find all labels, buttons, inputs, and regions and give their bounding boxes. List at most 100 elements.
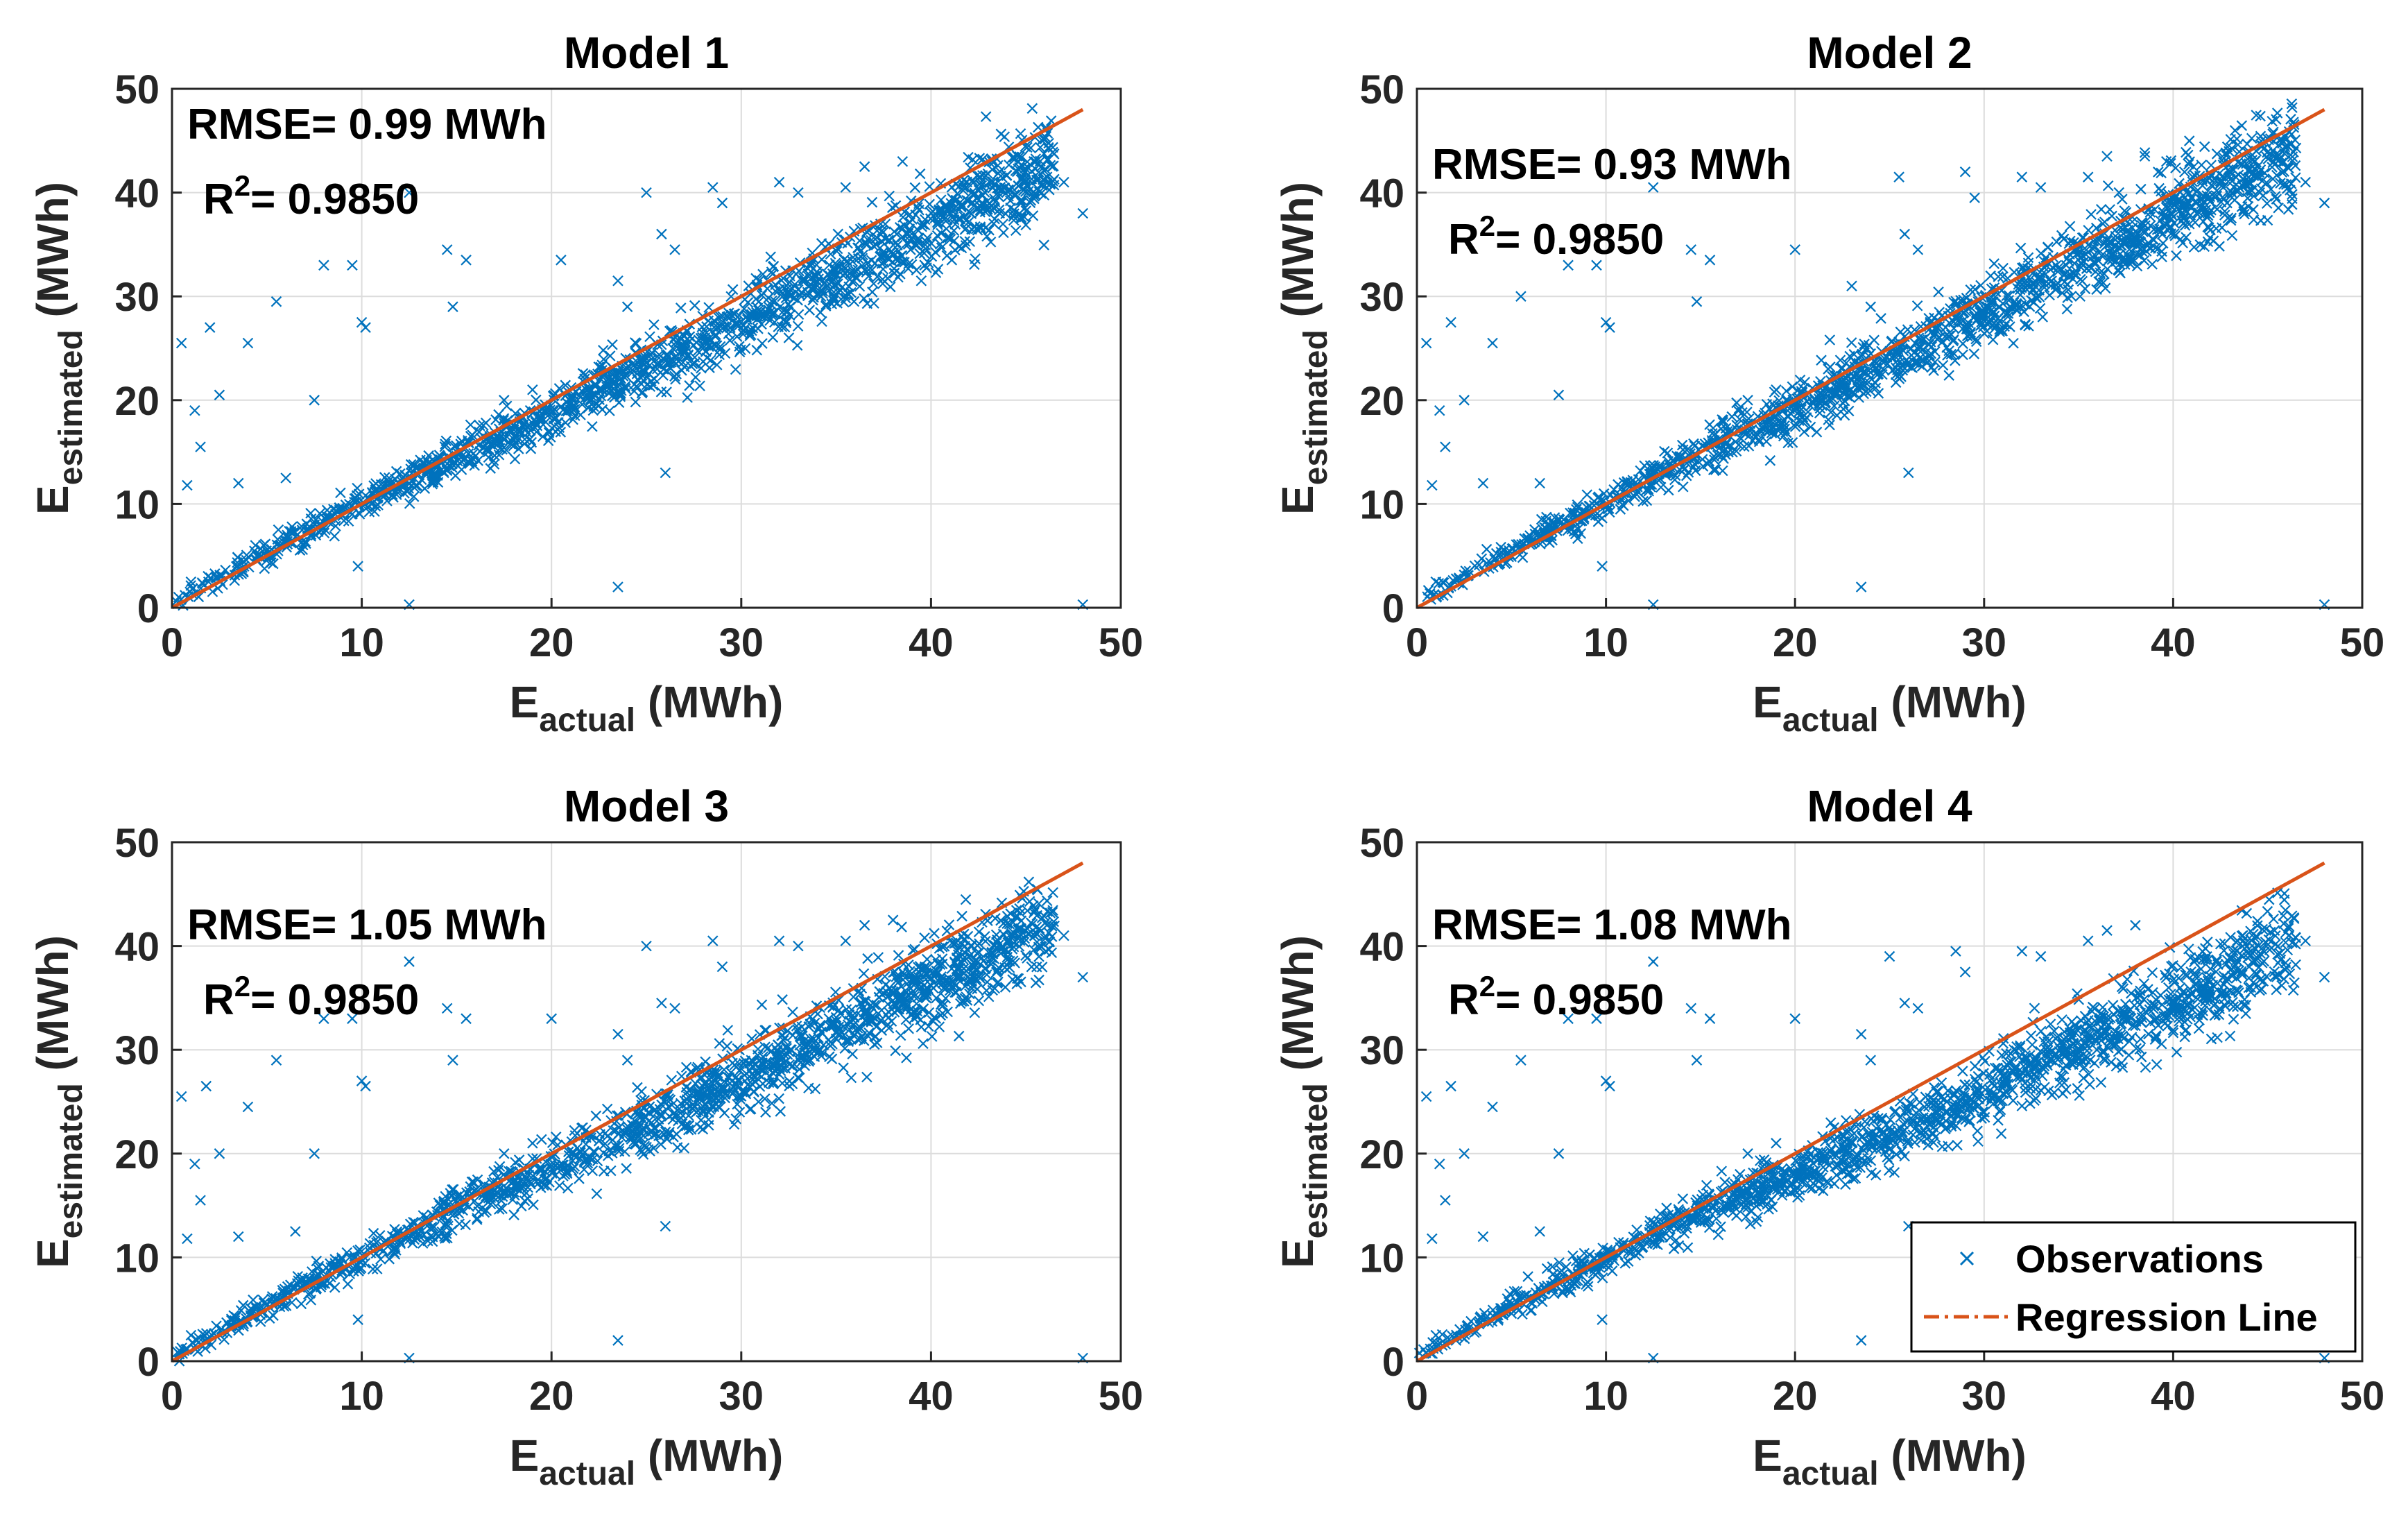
observation-point <box>2178 200 2190 211</box>
observation-point <box>371 1263 383 1274</box>
x-tick-label: 30 <box>719 620 764 665</box>
observation-point <box>1622 477 1633 488</box>
observation-point <box>880 979 892 990</box>
observation-point <box>632 357 643 368</box>
observation-point <box>780 316 792 327</box>
observation-point <box>513 425 525 436</box>
observation-point <box>1943 330 1954 342</box>
observation-point <box>2255 110 2266 122</box>
observation-point <box>765 251 776 262</box>
observation-point <box>1855 581 1867 592</box>
x-axis-label-sub: actual <box>539 702 635 739</box>
observation-point <box>1846 337 1857 348</box>
observation-point <box>1017 928 1029 939</box>
observation-point <box>2226 230 2238 241</box>
observation-point <box>602 1150 614 1161</box>
observation-point <box>922 232 933 244</box>
observation-point <box>1994 326 2006 337</box>
observation-point <box>599 1138 611 1150</box>
observation-point <box>1013 941 1025 952</box>
observation-point <box>733 1089 745 1101</box>
x-axis-label: Eactual (MWh) <box>510 677 784 739</box>
observation-point <box>875 252 886 263</box>
observation-point <box>587 1165 599 1177</box>
observation-point <box>895 1030 906 1041</box>
observation-point <box>1669 474 1680 486</box>
observation-point <box>2300 176 2311 188</box>
observation-point <box>1026 103 1038 114</box>
observation-point <box>2225 134 2237 145</box>
observation-point <box>2140 226 2151 237</box>
observation-point <box>497 1203 508 1214</box>
observation-point <box>1742 407 1753 418</box>
observation-point <box>2224 165 2235 177</box>
observation-point <box>1764 455 1776 466</box>
observation-point <box>895 268 906 280</box>
observation-point <box>621 1163 632 1174</box>
observation-point <box>728 1118 740 1130</box>
observation-point <box>257 1294 268 1306</box>
observation-point <box>439 1220 450 1231</box>
observation-point <box>848 296 860 307</box>
observation-point <box>512 1177 523 1188</box>
observation-point <box>2271 169 2282 181</box>
observation-point <box>488 1192 499 1204</box>
observation-point <box>1629 491 1640 502</box>
observation-point <box>934 977 945 988</box>
observation-point <box>1003 935 1014 946</box>
observation-point <box>1040 916 1051 928</box>
observation-point <box>776 321 788 332</box>
observation-point <box>1733 439 1745 450</box>
observation-point <box>2022 252 2034 264</box>
observation-point <box>493 409 504 420</box>
observation-point <box>2020 318 2031 330</box>
observation-point <box>2206 179 2217 191</box>
observation-point <box>720 1077 732 1089</box>
observation-point <box>1678 481 1689 493</box>
observation-point <box>1742 395 1753 406</box>
observation-point <box>536 1163 547 1175</box>
observation-point <box>918 248 930 259</box>
observation-point <box>2183 158 2194 170</box>
observation-point <box>936 941 948 953</box>
observation-point <box>2124 228 2135 239</box>
observation-point <box>912 233 923 245</box>
observation-point <box>2015 289 2026 300</box>
observation-point <box>372 500 384 511</box>
observation-point <box>912 973 924 985</box>
observation-point <box>467 453 479 465</box>
observation-point <box>577 368 589 379</box>
observation-point <box>1926 361 1937 373</box>
observation-point <box>182 1233 193 1245</box>
observation-point <box>963 951 974 962</box>
observation-point <box>2276 157 2287 169</box>
observation-point <box>968 961 980 973</box>
observation-point <box>2236 120 2248 131</box>
observation-point <box>1643 486 1655 497</box>
observation-point <box>1553 389 1565 401</box>
observation-point <box>795 1057 807 1068</box>
observation-point <box>501 400 513 412</box>
observation-point <box>998 227 1009 239</box>
observation-point <box>777 1077 788 1089</box>
observation-point <box>934 959 946 970</box>
observation-point <box>970 223 982 234</box>
observation-point <box>1563 259 1574 271</box>
observation-point <box>899 257 910 268</box>
observation-point <box>447 301 458 312</box>
observation-point <box>965 973 976 984</box>
observation-point <box>857 260 868 271</box>
x-tick-label: 30 <box>1962 620 2007 665</box>
observation-point <box>708 315 720 327</box>
observation-point <box>827 1002 839 1013</box>
observation-point <box>2117 194 2128 205</box>
observation-point <box>694 1090 705 1102</box>
observation-point <box>859 293 870 305</box>
observation-point <box>870 1013 882 1024</box>
observation-point <box>698 1106 710 1118</box>
observation-point <box>930 267 942 278</box>
observation-point <box>744 330 755 341</box>
observation-point <box>214 389 225 401</box>
x-tick-label: 50 <box>1099 1374 1144 1419</box>
